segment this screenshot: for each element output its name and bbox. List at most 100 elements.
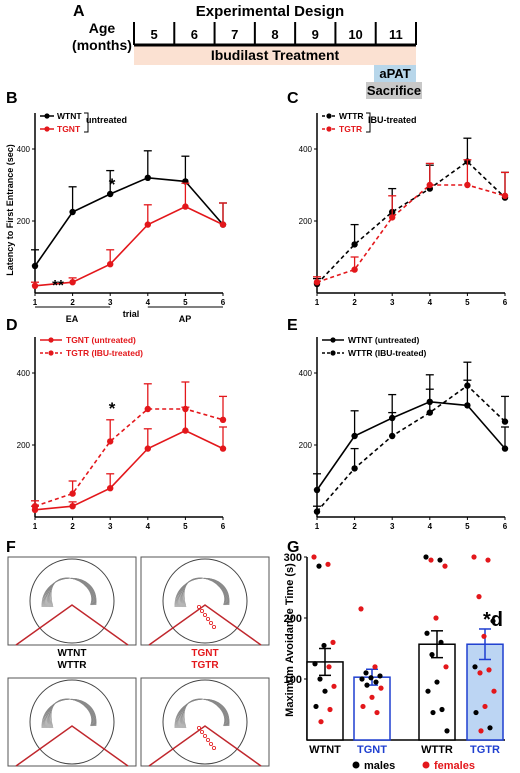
x-tick-label: 5 xyxy=(183,522,188,531)
sacrifice-label: Sacrifice xyxy=(367,83,421,98)
data-point xyxy=(219,416,227,423)
subject-point-male xyxy=(487,725,493,731)
data-point xyxy=(31,282,39,289)
x-tick-label: 6 xyxy=(221,522,226,531)
data-point xyxy=(389,214,396,221)
treatment-label: Ibudilast Treatment xyxy=(211,47,340,63)
data-point xyxy=(144,405,151,413)
panel-a: A Experimental Design Age (months) Ibudi… xyxy=(72,3,422,99)
shock-location xyxy=(202,613,207,618)
x-tick-label: 5 xyxy=(183,298,188,307)
legend-marker xyxy=(48,350,54,356)
data-point xyxy=(464,181,471,189)
data-point xyxy=(351,241,358,248)
data-point xyxy=(501,445,509,452)
subject-point-female xyxy=(476,594,482,600)
subject-point-male xyxy=(322,688,328,694)
sacrifice-box xyxy=(366,82,422,99)
data-point xyxy=(351,432,358,440)
significance-marker-panel-d: * xyxy=(109,399,116,418)
data-point xyxy=(182,405,189,413)
significance-marker-trial-2: ** xyxy=(52,277,64,294)
data-point xyxy=(313,279,321,286)
x-tick-label: 6 xyxy=(503,298,508,307)
age-timeline: 5 6 7 8 9 10 11 xyxy=(133,22,417,47)
panel-letter-f: F xyxy=(6,539,16,556)
apat-label: aPAT xyxy=(379,66,410,81)
panel-b-annotations: ** * EA trial AP untreated IBU-treated * xyxy=(52,115,416,418)
month-label-5: 5 xyxy=(151,27,158,42)
legend-marker xyxy=(326,126,332,132)
subject-point-male xyxy=(312,661,318,667)
subject-point-female xyxy=(372,664,378,670)
panel-f-label-tgtr: TGTR xyxy=(191,660,219,671)
subject-point-female xyxy=(374,709,380,716)
legend-marker-males xyxy=(352,761,360,769)
legend-label-males: males xyxy=(364,760,395,772)
subject-point-female xyxy=(482,703,488,710)
month-label-9: 9 xyxy=(312,27,319,42)
panel-g-y-axis-title: Maximum Avoidance Time (s) xyxy=(284,563,296,717)
ea-label: EA xyxy=(66,314,79,324)
x-tick-label: 4 xyxy=(146,298,151,307)
data-point xyxy=(426,409,433,416)
y-tick-label: 200 xyxy=(299,441,313,450)
track-image-1 xyxy=(140,556,270,646)
shock-location xyxy=(205,738,210,743)
data-point xyxy=(107,190,114,198)
significance-marker-trial-3: * xyxy=(109,175,116,194)
data-point xyxy=(351,465,358,472)
panel-letter-g: G xyxy=(287,539,299,556)
subject-point-female xyxy=(360,703,366,710)
data-point xyxy=(501,192,509,199)
shock-location xyxy=(199,730,204,735)
subject-point-female xyxy=(481,633,487,639)
legend-label: WTNT (untreated) xyxy=(348,335,419,345)
x-tick-label: 6 xyxy=(503,522,508,531)
shock-zone xyxy=(148,725,262,767)
y-tick-label: 400 xyxy=(299,369,313,378)
category-label-wtnt: WTNT xyxy=(309,744,341,756)
x-tick-label: 1 xyxy=(33,298,38,307)
subject-point-male xyxy=(363,670,369,676)
legend-label: TGTR xyxy=(339,124,362,134)
panel-a-title: Experimental Design xyxy=(196,3,344,20)
subject-point-male xyxy=(377,673,383,679)
age-units-label: (months) xyxy=(72,37,132,53)
data-point xyxy=(464,382,471,389)
subject-point-male xyxy=(434,679,440,685)
legend-marker xyxy=(44,126,50,132)
subject-point-male xyxy=(438,639,444,646)
data-point xyxy=(182,427,189,434)
data-point xyxy=(69,208,76,216)
series-line-1 xyxy=(34,205,224,287)
bar-wttr xyxy=(418,643,456,741)
y-tick-label: 400 xyxy=(17,145,31,154)
shock-location xyxy=(205,617,210,622)
panel-f-track-images: WTNT WTTR TGNT TGTR xyxy=(7,556,270,767)
data-point xyxy=(182,203,189,210)
subject-point-male xyxy=(373,679,379,685)
subject-point-female xyxy=(369,694,375,700)
data-point xyxy=(144,221,151,228)
legend-label: TGNT xyxy=(57,124,81,134)
legend-marker xyxy=(44,113,50,119)
subject-point-male xyxy=(429,652,435,658)
subject-point-male xyxy=(423,554,429,560)
data-point xyxy=(69,279,76,286)
subject-point-male xyxy=(359,676,365,682)
x-tick-label: 3 xyxy=(390,298,395,307)
panel-letter-b: B xyxy=(6,90,18,107)
data-point xyxy=(313,486,321,494)
legend-label: WTTR (IBU-treated) xyxy=(348,348,427,358)
subject-point-male xyxy=(313,703,319,710)
y-tick-label: 400 xyxy=(299,145,313,154)
track-image-0 xyxy=(7,556,137,646)
category-label-wttr: WTTR xyxy=(421,744,453,756)
category-label-tgnt: TGNT xyxy=(357,744,387,756)
panel-letter-d: D xyxy=(6,317,18,334)
legend-marker xyxy=(326,113,332,119)
series-line-0 xyxy=(34,429,224,511)
x-tick-label: 4 xyxy=(428,522,433,531)
g-y-tick-label: 300 xyxy=(284,552,302,564)
